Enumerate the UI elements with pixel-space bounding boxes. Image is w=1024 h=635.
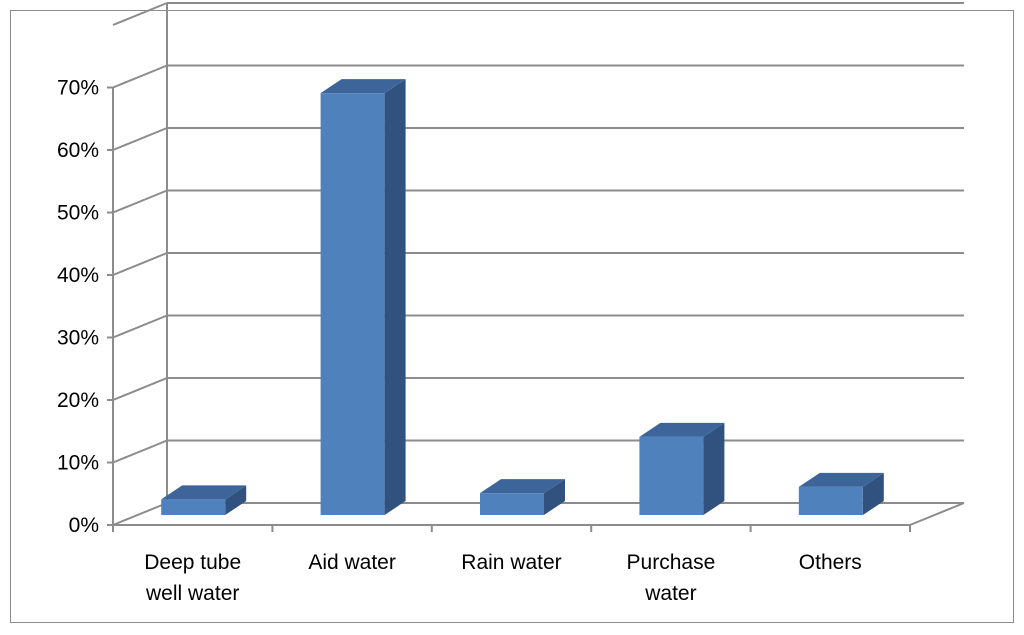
x-tick-label: Aid water <box>308 551 396 574</box>
gridline-depth-80 <box>112 2 168 26</box>
bar-side-2 <box>544 479 565 515</box>
gridline-depth-70 <box>112 64 168 89</box>
bar-side-0 <box>225 485 247 515</box>
bar-top-3 <box>639 422 725 437</box>
y-tick-label: 60% <box>57 139 99 162</box>
y-tick-label: 0% <box>69 514 99 537</box>
gridline-depth-0 <box>112 502 168 526</box>
y-tick-label: 20% <box>57 389 99 412</box>
x-tick-label: Purchase <box>627 551 716 574</box>
bar-side-3 <box>703 422 725 515</box>
x-tick-label: Deep tube <box>144 551 241 574</box>
gridline-depth-10 <box>112 439 168 464</box>
bar-top-0 <box>161 485 247 500</box>
y-tick-label: 10% <box>57 452 99 475</box>
x-tick-label: well water <box>145 582 239 605</box>
x-tick-label: water <box>644 582 696 605</box>
x-tick-label: Rain water <box>461 551 561 574</box>
bar-1 <box>320 93 385 515</box>
gridline-depth-40 <box>112 252 168 276</box>
x-tick-label: Others <box>799 551 862 574</box>
gridline-depth-60 <box>112 127 168 151</box>
bar-top-4 <box>798 472 884 487</box>
bar-top-1 <box>320 79 406 94</box>
bar-4 <box>798 486 863 515</box>
bar-side-1 <box>384 79 406 515</box>
y-tick-label: 30% <box>57 327 99 350</box>
y-tick-label: 50% <box>57 202 99 225</box>
floor-right-edge <box>909 502 965 526</box>
bar-3 <box>639 436 704 515</box>
gridline-depth-30 <box>112 314 168 339</box>
bar-0 <box>161 499 226 515</box>
bar-2 <box>480 493 544 515</box>
bar-top-2 <box>480 479 565 494</box>
y-tick-label: 40% <box>57 264 99 287</box>
gridline-depth-50 <box>112 189 168 214</box>
gridline-depth-20 <box>112 377 168 401</box>
y-tick-label: 70% <box>57 77 99 100</box>
bar-side-4 <box>862 472 884 515</box>
